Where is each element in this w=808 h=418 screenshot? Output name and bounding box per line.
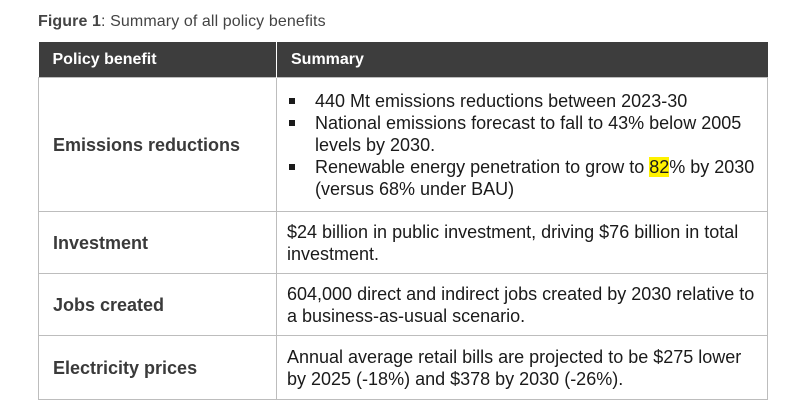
list-item: Renewable energy penetration to grow to … <box>287 156 757 200</box>
summary-emissions-reductions: 440 Mt emissions reductions between 2023… <box>276 77 768 212</box>
table-row: Jobs created 604,000 direct and indirect… <box>38 273 768 336</box>
square-bullet-icon <box>289 163 295 170</box>
table-header-row: Policy benefit Summary <box>38 42 768 78</box>
benefit-jobs-created: Jobs created <box>38 273 277 336</box>
bullet-text-after: % by 2030 (versus 68% under BAU) <box>315 156 755 199</box>
bullet-text-before: Renewable energy penetration to grow to <box>315 156 650 177</box>
summary-jobs-created: 604,000 direct and indirect jobs created… <box>276 273 768 336</box>
list-item: National emissions forecast to fall to 4… <box>287 112 757 156</box>
highlighted-value: 82 <box>649 156 670 177</box>
benefit-emissions-reductions: Emissions reductions <box>38 77 277 212</box>
header-summary: Summary <box>276 42 768 78</box>
benefit-investment: Investment <box>38 211 277 274</box>
figure-caption: Figure 1: Summary of all policy benefits <box>38 13 326 31</box>
list-item: 440 Mt emissions reductions between 2023… <box>287 90 757 112</box>
benefit-electricity-prices: Electricity prices <box>38 335 277 400</box>
bullet-text: National emissions forecast to fall to 4… <box>315 112 742 155</box>
table-row: Investment $24 billion in public investm… <box>38 211 768 274</box>
figure-label: Figure 1 <box>38 13 102 30</box>
bullet-list: 440 Mt emissions reductions between 2023… <box>287 90 757 200</box>
policy-benefits-table: Policy benefit Summary Emissions reducti… <box>38 42 768 400</box>
square-bullet-icon <box>289 119 295 126</box>
table-row: Electricity prices Annual average retail… <box>38 335 768 400</box>
square-bullet-icon <box>289 97 295 104</box>
header-policy-benefit: Policy benefit <box>38 42 277 78</box>
bullet-text: 440 Mt emissions reductions between 2023… <box>315 90 688 111</box>
table-row: Emissions reductions 440 Mt emissions re… <box>38 77 768 212</box>
figure-caption-text: : Summary of all policy benefits <box>101 13 326 30</box>
summary-investment: $24 billion in public investment, drivin… <box>276 211 768 274</box>
summary-electricity-prices: Annual average retail bills are projecte… <box>276 335 768 400</box>
